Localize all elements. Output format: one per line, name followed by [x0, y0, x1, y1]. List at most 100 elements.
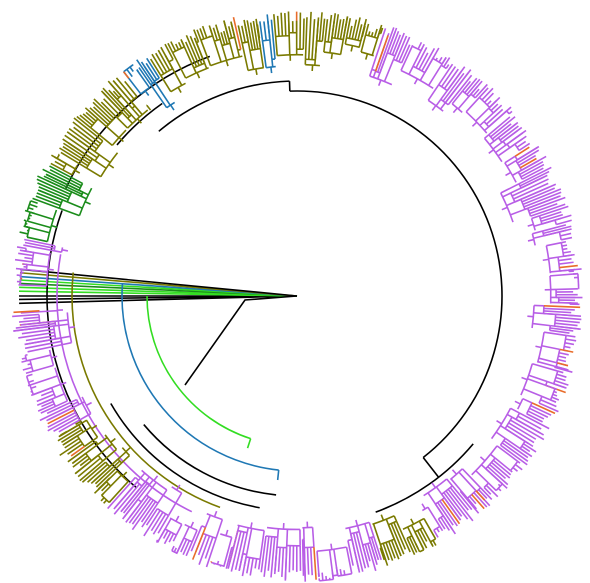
branch: [407, 526, 413, 537]
branch: [23, 244, 55, 252]
branch: [32, 364, 54, 373]
branch-arc: [134, 476, 140, 481]
branch: [191, 529, 198, 543]
branch: [443, 68, 459, 90]
branch: [24, 241, 55, 250]
branch: [138, 67, 152, 86]
branch: [39, 401, 79, 422]
branch-arc: [78, 187, 93, 216]
branch: [60, 151, 87, 169]
branch: [35, 195, 61, 207]
branch: [421, 47, 436, 72]
branch: [481, 87, 494, 101]
branch: [180, 538, 188, 553]
branch: [500, 183, 520, 194]
branch: [257, 559, 261, 570]
branch: [474, 83, 488, 99]
branch: [311, 527, 315, 548]
branch: [506, 413, 513, 418]
branch: [372, 71, 377, 78]
branch: [546, 241, 562, 247]
branch: [395, 35, 408, 61]
branch: [330, 52, 334, 60]
branch: [392, 40, 402, 60]
branch: [215, 519, 224, 539]
branch: [527, 378, 556, 390]
branch: [141, 502, 159, 528]
branch: [514, 138, 523, 145]
branch: [156, 540, 160, 543]
branch: [452, 107, 458, 114]
branch: [109, 470, 118, 479]
branch: [234, 531, 245, 571]
branch: [431, 105, 437, 111]
branch: [557, 253, 575, 258]
branch: [535, 345, 542, 349]
branch: [41, 400, 54, 408]
branch: [177, 86, 182, 93]
branch: [149, 479, 154, 485]
branch: [51, 355, 58, 359]
branch: [422, 527, 434, 546]
branch-arc: [289, 90, 503, 459]
branch: [542, 225, 572, 235]
branch: [540, 211, 562, 220]
branch: [54, 160, 65, 168]
branch: [270, 19, 276, 60]
branch: [441, 498, 461, 525]
branch: [193, 37, 198, 43]
branch: [496, 419, 503, 425]
branch: [212, 27, 219, 41]
branch-arc: [185, 67, 209, 79]
branch: [561, 240, 567, 244]
branch: [21, 357, 27, 360]
branch-arc: [166, 101, 176, 109]
branch: [344, 37, 348, 45]
branch: [23, 219, 27, 222]
branch-arc: [350, 530, 360, 535]
branch: [26, 268, 48, 273]
branch: [427, 506, 441, 527]
branch: [554, 365, 568, 371]
branch: [110, 474, 122, 487]
branch: [172, 534, 178, 542]
branch: [78, 401, 85, 406]
branch: [39, 309, 58, 313]
branch: [87, 463, 109, 483]
branch: [108, 500, 111, 503]
branch: [79, 460, 104, 482]
branch: [418, 520, 424, 529]
branch: [110, 437, 116, 443]
branch: [160, 75, 172, 93]
branch: [190, 525, 203, 552]
branch: [364, 53, 369, 60]
branch: [451, 469, 458, 475]
branch: [555, 376, 566, 382]
branch: [223, 20, 230, 40]
branch: [144, 90, 150, 96]
branch: [550, 324, 580, 330]
branch: [451, 90, 464, 105]
branch: [121, 471, 128, 477]
branch: [141, 476, 150, 487]
branch: [457, 93, 472, 110]
branch: [37, 175, 82, 197]
branch: [501, 206, 508, 211]
branch-arc: [369, 75, 393, 86]
branch-arc: [345, 43, 360, 49]
branch: [517, 460, 521, 464]
branch-arc: [237, 524, 265, 532]
branch: [66, 419, 87, 433]
branch: [100, 90, 129, 119]
branch: [502, 126, 523, 143]
branch: [440, 66, 457, 88]
branch: [185, 541, 193, 557]
branch: [90, 443, 113, 462]
branch: [561, 244, 568, 247]
branch: [562, 250, 571, 254]
branch: [532, 322, 551, 327]
branch: [421, 503, 426, 510]
branch: [518, 166, 552, 185]
branch: [116, 98, 137, 121]
branch: [559, 348, 574, 353]
